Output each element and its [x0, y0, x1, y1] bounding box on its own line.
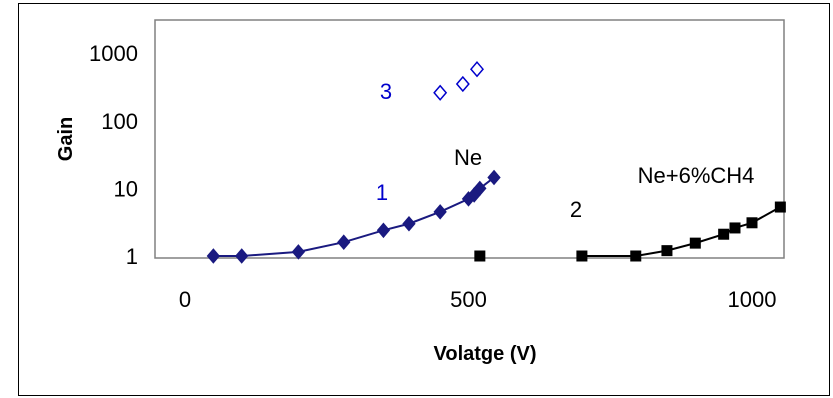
- series-2: [474, 201, 786, 262]
- data-point: [630, 250, 642, 262]
- data-point: [487, 169, 501, 186]
- data-point: [235, 248, 249, 264]
- data-point: [473, 180, 487, 197]
- data-point: [206, 248, 221, 264]
- data-point: [661, 245, 673, 257]
- data-point: [774, 201, 786, 213]
- data-point: [337, 234, 351, 250]
- annotation-ne-ch4: Ne+6%CH4: [638, 163, 755, 188]
- y-tick-label: 100: [101, 109, 138, 134]
- data-point: [470, 61, 484, 78]
- x-tick-label: 0: [179, 287, 191, 312]
- data-point: [455, 75, 470, 93]
- series-1: [206, 169, 501, 264]
- plot-area: [154, 19, 785, 259]
- chart-frame: [18, 3, 830, 396]
- data-point: [576, 250, 588, 262]
- annotation-series-1: 1: [376, 180, 388, 205]
- annotation-series-2: 2: [570, 197, 582, 222]
- data-point: [718, 228, 730, 240]
- series-3: [433, 61, 484, 101]
- annotation-ne: Ne: [454, 145, 482, 170]
- data-point: [402, 215, 416, 232]
- y-tick-label: 1: [126, 244, 138, 269]
- data-point: [433, 204, 447, 220]
- series-1-line: [213, 176, 495, 257]
- data-point: [376, 222, 391, 239]
- annotation-series-3: 3: [380, 79, 392, 104]
- x-axis-title: Volatge (V): [434, 343, 537, 365]
- data-point: [729, 222, 741, 234]
- y-tick-label: 10: [114, 176, 138, 201]
- series-2-line: [581, 206, 781, 257]
- data-point: [689, 237, 701, 249]
- data-point: [291, 244, 306, 260]
- x-tick-label: 500: [450, 287, 487, 312]
- y-tick-label: 1000: [89, 41, 138, 66]
- y-axis-title: Gain: [55, 117, 77, 161]
- data-point: [433, 84, 448, 101]
- data-point: [474, 250, 486, 262]
- data-point: [746, 217, 758, 229]
- x-tick-label: 1000: [728, 287, 777, 312]
